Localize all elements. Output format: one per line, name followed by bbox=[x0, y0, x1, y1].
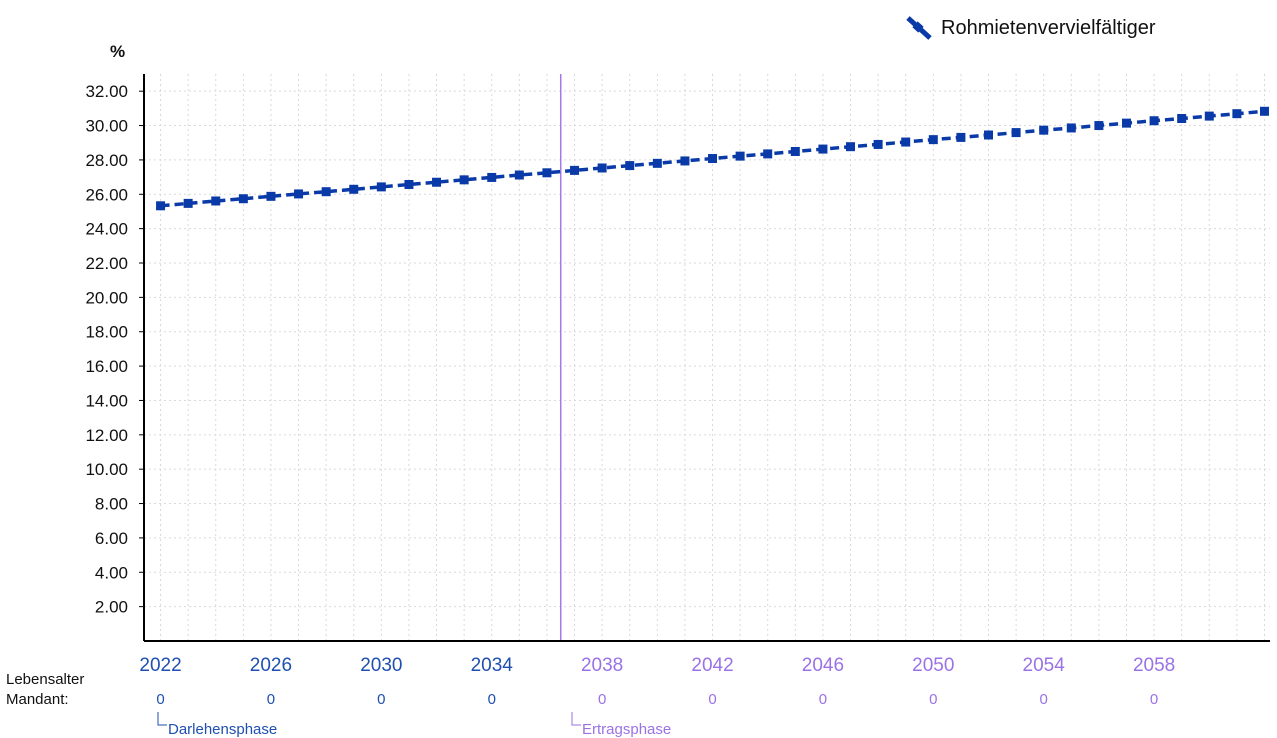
data-point bbox=[873, 139, 883, 149]
data-point bbox=[542, 168, 552, 178]
data-point bbox=[901, 137, 911, 147]
data-point bbox=[487, 172, 497, 182]
age-value: 0 bbox=[267, 691, 275, 708]
data-point bbox=[514, 170, 524, 180]
data-point bbox=[570, 165, 580, 175]
data-point bbox=[459, 175, 469, 185]
line-marker-icon bbox=[906, 16, 932, 40]
y-axis-label: % bbox=[110, 42, 125, 61]
axes bbox=[139, 74, 1270, 642]
x-tick-label: 2046 bbox=[802, 655, 844, 676]
data-point bbox=[211, 196, 221, 206]
x-tick-label: 2042 bbox=[691, 655, 733, 676]
legend-label: Rohmietenvervielfältiger bbox=[941, 16, 1156, 39]
data-point bbox=[1259, 106, 1269, 116]
data-point bbox=[708, 154, 718, 164]
legend: Rohmietenvervielfältiger bbox=[905, 14, 1156, 42]
axis-labels: 2.00 4.00 6.00 8.00 10.00 12.00 14.00 16.00 18.0… bbox=[6, 42, 1175, 738]
phase-label-ertragsphase: Ertragsphase bbox=[582, 721, 671, 738]
age-value: 0 bbox=[1150, 691, 1158, 708]
data-point bbox=[928, 135, 938, 145]
data-point bbox=[321, 187, 331, 197]
data-point bbox=[763, 149, 773, 159]
data-point bbox=[404, 179, 414, 189]
data-point bbox=[735, 151, 745, 161]
data-point bbox=[1039, 125, 1049, 135]
data-point bbox=[238, 194, 248, 204]
data-point bbox=[183, 198, 193, 208]
x-tick-label: 2058 bbox=[1133, 655, 1175, 676]
y-tick-label: 4.00 bbox=[95, 563, 128, 582]
data-point bbox=[818, 144, 828, 154]
y-tick-label: 30.00 bbox=[85, 117, 128, 136]
x-tick-label: 2026 bbox=[250, 655, 292, 676]
data-point bbox=[1149, 116, 1159, 126]
phase-bracket bbox=[571, 712, 581, 726]
y-tick-label: 10.00 bbox=[85, 460, 128, 479]
phase-bracket bbox=[157, 712, 167, 726]
data-point bbox=[1204, 111, 1214, 121]
y-tick-label: 12.00 bbox=[85, 426, 128, 445]
x-tick-label: 2030 bbox=[360, 655, 402, 676]
y-tick-label: 18.00 bbox=[85, 323, 128, 342]
data-point bbox=[1177, 114, 1187, 124]
data-point bbox=[846, 142, 856, 152]
age-value: 0 bbox=[929, 691, 937, 708]
x-tick-label: 2034 bbox=[471, 655, 514, 676]
data-point bbox=[680, 156, 690, 166]
y-tick-label: 6.00 bbox=[95, 529, 128, 548]
x-tick-label: 2038 bbox=[581, 655, 623, 676]
data-point bbox=[1011, 128, 1021, 138]
age-row-label-line2: Mandant: bbox=[6, 691, 69, 708]
x-tick-label: 2022 bbox=[139, 655, 181, 676]
data-point bbox=[1121, 118, 1131, 128]
series-rohmietenvervielfaeltiger bbox=[156, 106, 1269, 211]
data-point bbox=[266, 191, 276, 201]
data-point bbox=[1094, 121, 1104, 131]
phase-label-darlehensphase: Darlehensphase bbox=[168, 721, 277, 738]
data-point bbox=[376, 182, 386, 192]
data-point bbox=[652, 158, 662, 168]
y-tick-label: 16.00 bbox=[85, 357, 128, 376]
y-tick-label: 8.00 bbox=[95, 495, 128, 514]
data-point bbox=[597, 163, 607, 173]
data-point bbox=[1232, 109, 1242, 119]
y-tick-label: 20.00 bbox=[85, 288, 128, 307]
age-value: 0 bbox=[598, 691, 606, 708]
data-point bbox=[956, 132, 966, 142]
data-point bbox=[349, 184, 359, 194]
data-point bbox=[790, 146, 800, 156]
data-point bbox=[432, 177, 442, 187]
x-tick-label: 2050 bbox=[912, 655, 954, 676]
age-value: 0 bbox=[1040, 691, 1048, 708]
age-value: 0 bbox=[156, 691, 164, 708]
age-value: 0 bbox=[377, 691, 385, 708]
y-tick-label: 26.00 bbox=[85, 185, 128, 204]
y-tick-label: 28.00 bbox=[85, 151, 128, 170]
y-tick-label: 24.00 bbox=[85, 220, 128, 239]
y-tick-label: 2.00 bbox=[95, 598, 128, 617]
data-point bbox=[625, 161, 635, 171]
age-value: 0 bbox=[708, 691, 716, 708]
age-row-label-line1: Lebensalter bbox=[6, 671, 84, 688]
age-value: 0 bbox=[819, 691, 827, 708]
age-value: 0 bbox=[488, 691, 496, 708]
data-point bbox=[984, 130, 993, 140]
x-tick-label: 2054 bbox=[1023, 655, 1066, 676]
y-tick-label: 32.00 bbox=[85, 82, 128, 101]
data-point bbox=[156, 201, 166, 211]
data-point bbox=[294, 189, 304, 199]
y-tick-label: 22.00 bbox=[85, 254, 128, 273]
data-point bbox=[1066, 123, 1076, 133]
y-tick-label: 14.00 bbox=[85, 391, 128, 410]
